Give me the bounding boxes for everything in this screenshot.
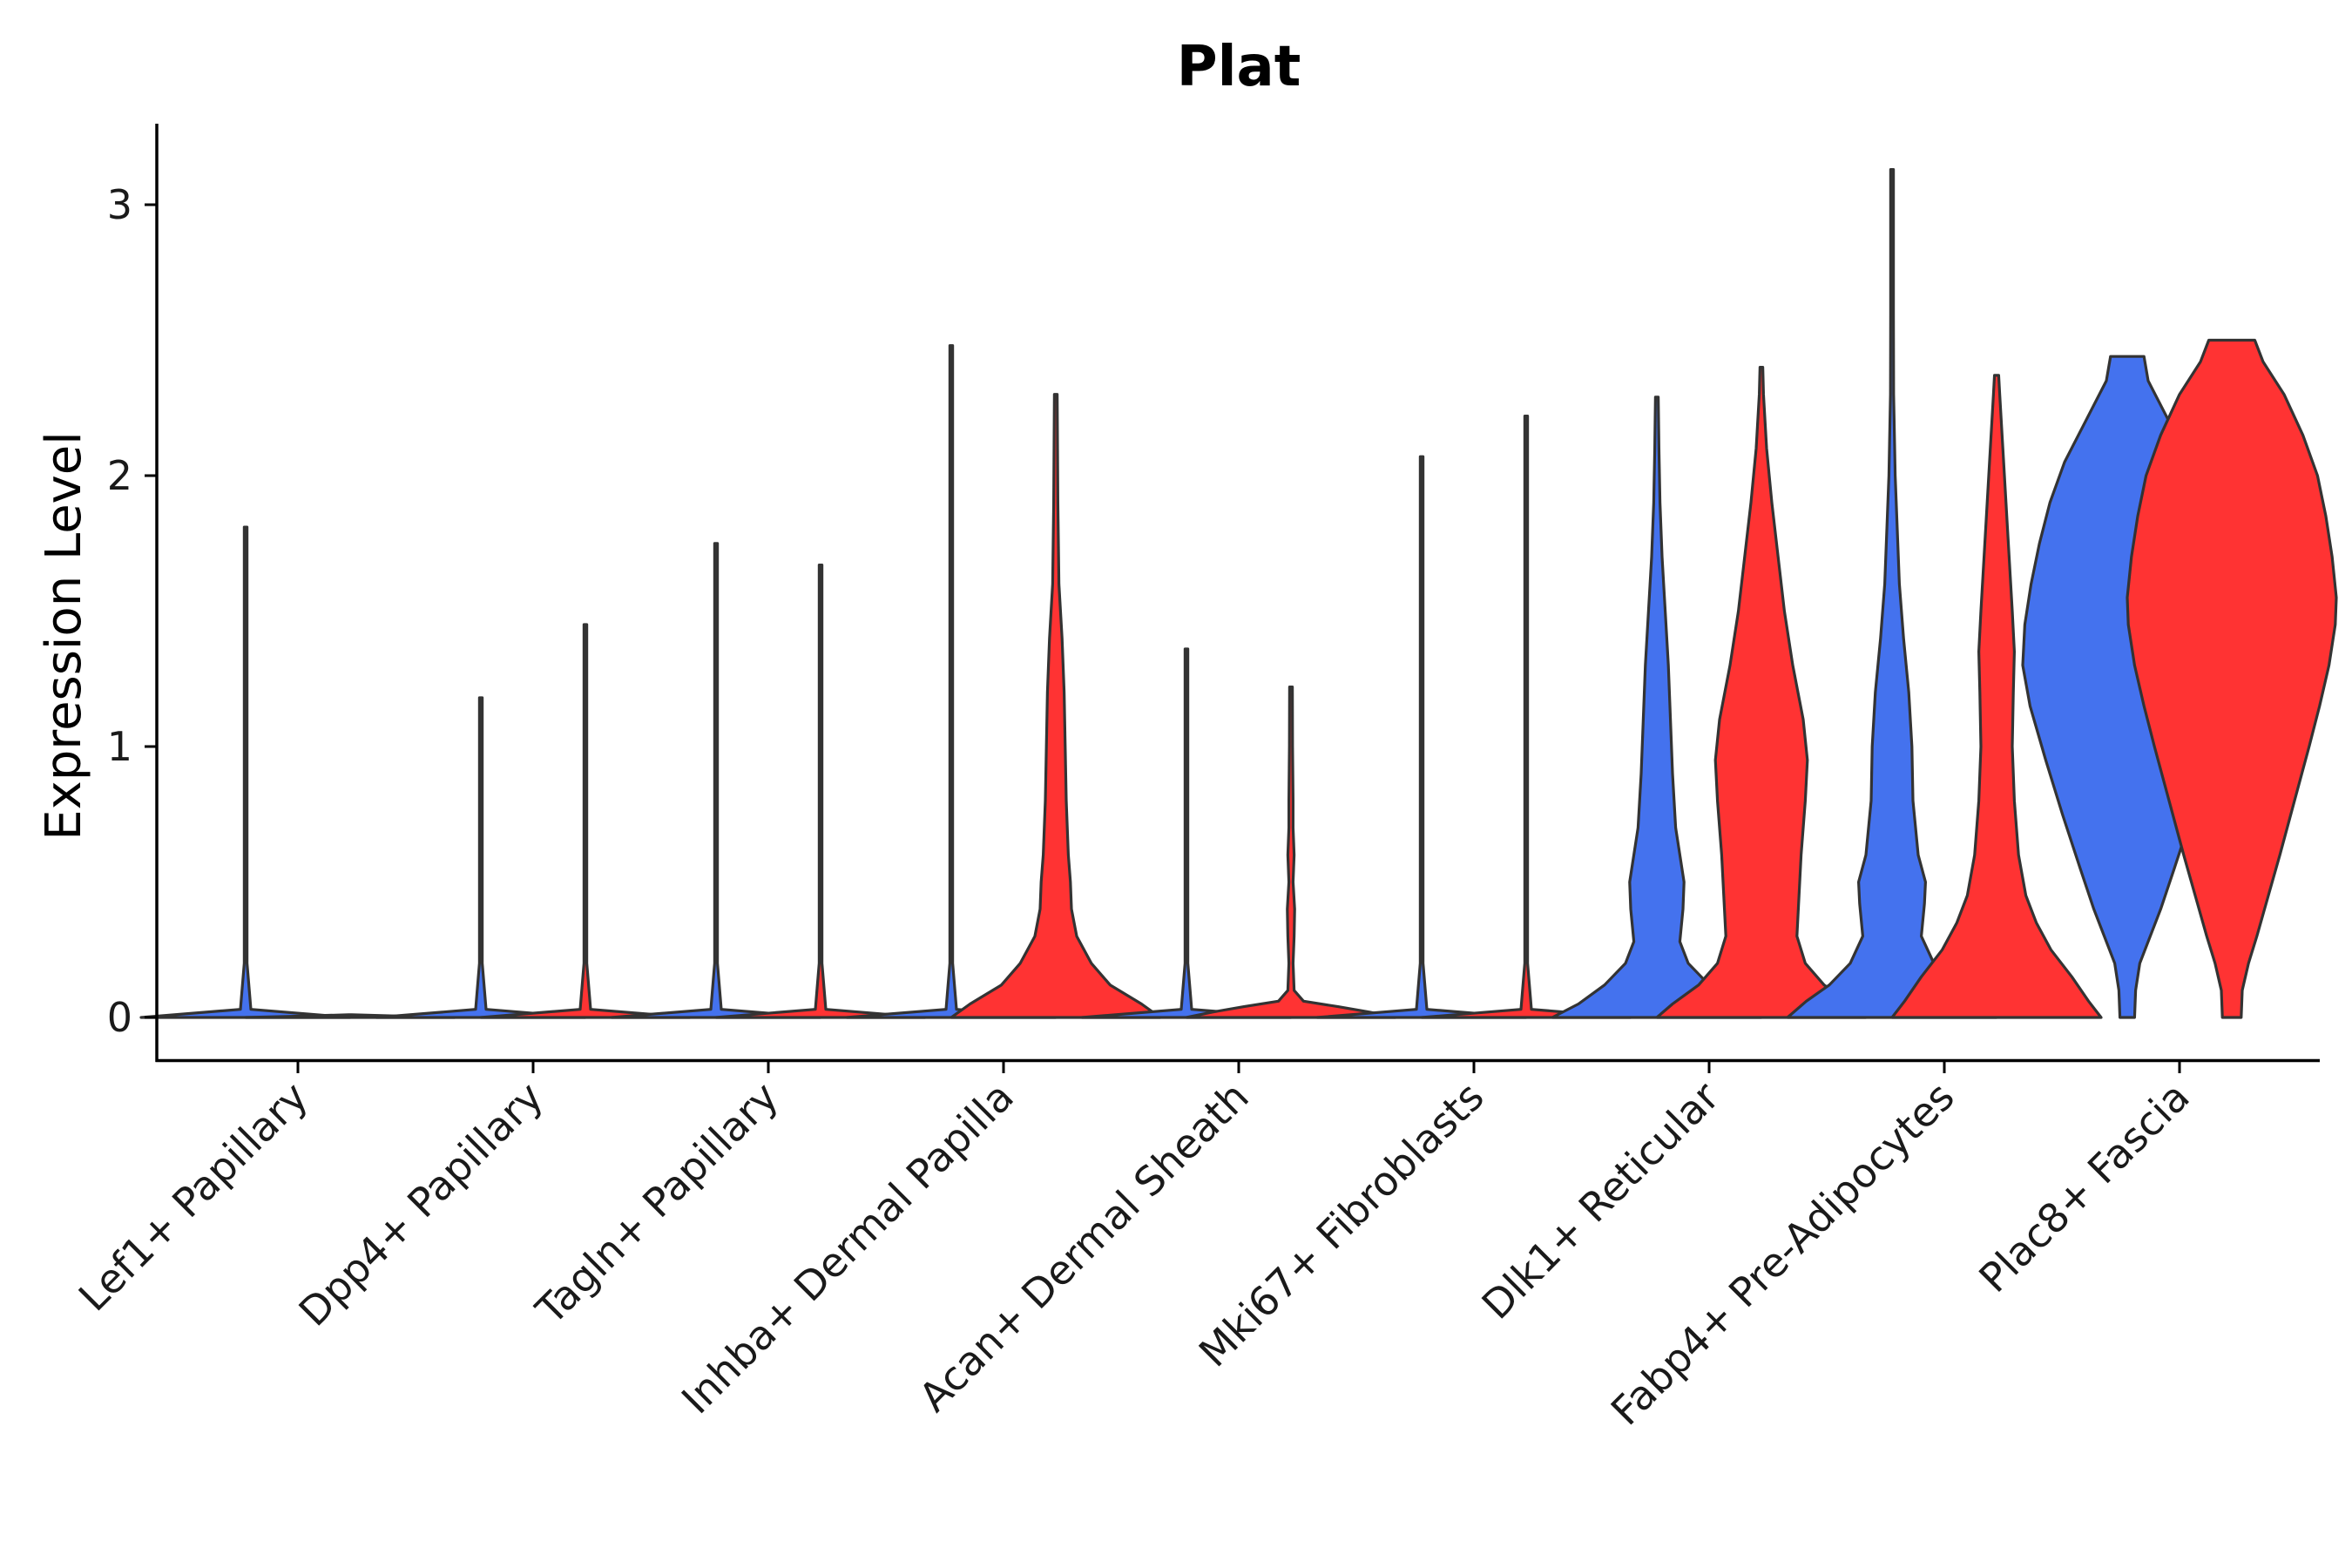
violin-group-b-5 bbox=[1420, 415, 1632, 1019]
chart-title: Plat bbox=[1177, 35, 1301, 99]
y-axis-ticks: 0 1 2 3 bbox=[107, 181, 157, 1041]
x-tick-label: Dpp4+ Papillary bbox=[290, 1073, 552, 1335]
violin-group-b-6 bbox=[1655, 366, 1868, 1019]
y-tick-label: 2 bbox=[107, 452, 132, 499]
violin-group-b-8 bbox=[2126, 338, 2338, 1019]
x-tick-label: Plac8+ Fascia bbox=[1970, 1073, 2198, 1301]
violin-group-a-4 bbox=[1080, 647, 1293, 1019]
y-tick-label: 1 bbox=[107, 723, 132, 770]
violin-group-b-1 bbox=[479, 623, 692, 1019]
x-tick-label: Dlk1+ Reticular bbox=[1473, 1073, 1728, 1328]
violin-group-a-7 bbox=[1786, 168, 1998, 1019]
x-tick-label: Tagln+ Papillary bbox=[526, 1073, 787, 1335]
violin-group-b-2 bbox=[714, 564, 927, 1019]
violin-group-b-3 bbox=[950, 393, 1162, 1019]
violin-group-b-7 bbox=[1890, 374, 2103, 1019]
y-axis-label: Expression Level bbox=[36, 431, 92, 841]
violin-group-a-0 bbox=[139, 525, 352, 1019]
y-tick-label: 3 bbox=[107, 181, 132, 228]
y-tick-label: 0 bbox=[107, 994, 132, 1041]
violin-group-a-6 bbox=[1551, 395, 1763, 1019]
x-tick-label: Lef1+ Papillary bbox=[70, 1073, 317, 1321]
violin-group-a-3 bbox=[845, 344, 1058, 1019]
violin-group bbox=[139, 168, 2338, 1019]
violin-group-a-5 bbox=[1315, 455, 1528, 1019]
violin-group-a-1 bbox=[375, 696, 587, 1019]
violin-group-b-4 bbox=[1185, 686, 1397, 1019]
violin-group-a-2 bbox=[610, 542, 822, 1019]
